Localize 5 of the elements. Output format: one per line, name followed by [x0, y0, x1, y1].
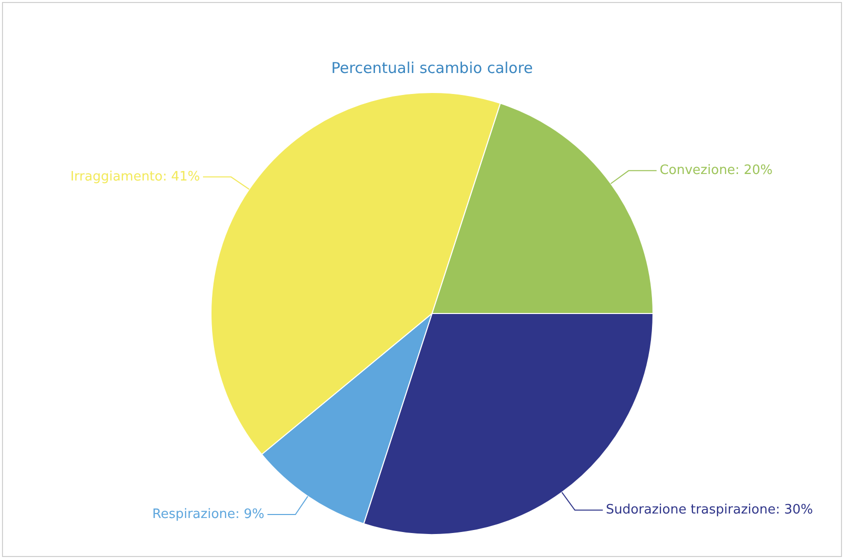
- chart-title: Percentuali scambio calore: [331, 58, 533, 77]
- slice-label: Convezione: 20%: [660, 163, 773, 178]
- slice-label: Irraggiamento: 41%: [70, 169, 200, 184]
- slice-label: Respirazione: 9%: [152, 506, 264, 522]
- slice-label: Sudorazione traspirazione: 30%: [606, 502, 813, 518]
